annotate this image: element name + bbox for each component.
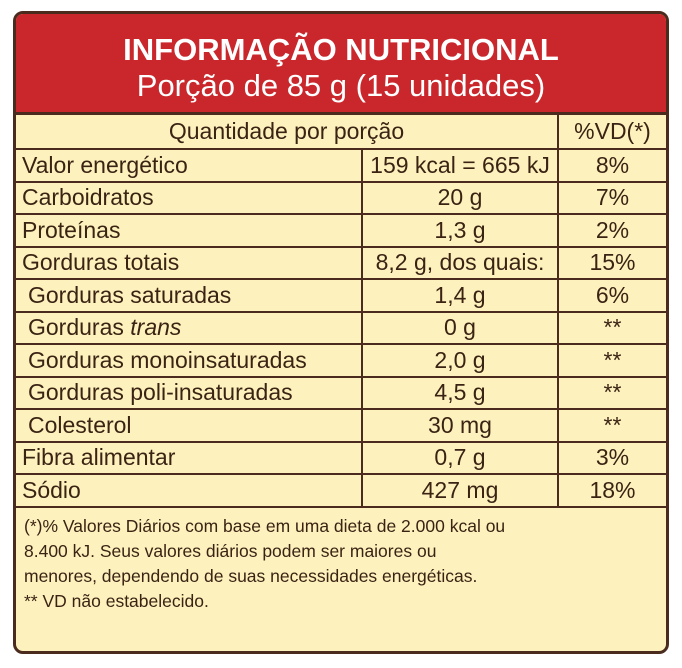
footnote-line: ** VD não estabelecido. [24, 590, 209, 611]
nutrient-row: Sódio 427 mg 18% [16, 473, 666, 508]
nutrient-name: Valor energético [22, 151, 188, 178]
nutrient-name: Proteínas [22, 216, 121, 243]
nutrient-name: Carboidratos [22, 184, 154, 211]
amount: 427 mg [361, 473, 559, 508]
amount: 30 mg [361, 408, 559, 443]
nutrient-row: Carboidratos 20 g 7% [16, 180, 666, 215]
nutrient-name-cell: Colesterol [16, 408, 363, 443]
nutrient-name: Gorduras totais [22, 249, 180, 276]
daily-value: 7% [557, 180, 666, 215]
title: INFORMAÇÃO NUTRICIONAL [123, 32, 559, 67]
amount: 1,4 g [361, 278, 559, 313]
amount: 8,2 g, dos quais: [361, 245, 559, 280]
daily-value: 15% [557, 245, 666, 280]
amount: 4,5 g [361, 375, 559, 410]
nutrient-name-cell: Gorduras monoinsaturadas [16, 343, 363, 378]
nutrient-row: Fibra alimentar 0,7 g 3% [16, 440, 666, 475]
column-header: Quantidade por porção [16, 115, 559, 150]
footnote: (*)% Valores Diários com base em uma die… [16, 508, 666, 620]
footnote-line: 8.400 kJ. Seus valores diários podem ser… [24, 540, 437, 561]
daily-value: 3% [557, 440, 666, 475]
daily-value: 6% [557, 278, 666, 313]
nutrient-name-cell: Gorduras saturadas [16, 278, 363, 313]
nutrient-row: Proteínas 1,3 g 2% [16, 213, 666, 248]
nutrient-name: Gorduras saturadas [28, 281, 232, 308]
amount: 0,7 g [361, 440, 559, 475]
nutrient-row: Gorduras saturadas 1,4 g 6% [16, 278, 666, 313]
nutrient-row: Colesterol 30 mg ** [16, 408, 666, 443]
nutrient-name-cell: Gorduras poli-insaturadas [16, 375, 363, 410]
nutrient-name: Gorduras [28, 314, 124, 341]
nutrient-name: Gorduras poli-insaturadas [28, 379, 293, 406]
nutrition-label: INFORMAÇÃO NUTRICIONAL Porção de 85 g (1… [13, 11, 669, 654]
table-body: Quantidade por porção %VD(*) Valor energ… [16, 115, 666, 508]
daily-value: 18% [557, 473, 666, 508]
nutrient-row: Gorduras trans 0 g ** [16, 310, 666, 345]
nutrient-name-italic: trans [130, 314, 182, 341]
nutrient-name: Fibra alimentar [22, 444, 176, 471]
amount: 0 g [361, 310, 559, 345]
nutrient-name-cell: Valor energético [16, 148, 363, 183]
nutrient-row: Valor energético 159 kcal = 665 kJ 8% [16, 148, 666, 183]
daily-value: 2% [557, 213, 666, 248]
amount: 20 g [361, 180, 559, 215]
daily-value: ** [557, 375, 666, 410]
amount: 1,3 g [361, 213, 559, 248]
nutrient-name: Gorduras monoinsaturadas [28, 346, 307, 373]
nutrient-name-cell: Sódio [16, 473, 363, 508]
nutrient-name-cell: Carboidratos [16, 180, 363, 215]
column-header: %VD(*) [557, 115, 666, 150]
nutrient-name: Colesterol [28, 411, 132, 438]
amount: 159 kcal = 665 kJ [361, 148, 559, 183]
daily-value: ** [557, 408, 666, 443]
nutrient-name: Sódio [22, 476, 81, 503]
footnote-line: menores, dependendo de suas necessidades… [24, 565, 478, 586]
label-header: INFORMAÇÃO NUTRICIONAL Porção de 85 g (1… [16, 14, 666, 115]
footnote-line: (*)% Valores Diários com base em uma die… [24, 515, 506, 536]
nutrient-row: Gorduras poli-insaturadas 4,5 g ** [16, 375, 666, 410]
nutrient-name-cell: Fibra alimentar [16, 440, 363, 475]
daily-value: ** [557, 343, 666, 378]
nutrient-row: Gorduras totais 8,2 g, dos quais: 15% [16, 245, 666, 280]
nutrient-name-cell: Gorduras totais [16, 245, 363, 280]
nutrition-table: Quantidade por porção %VD(*) Valor energ… [16, 115, 666, 508]
nutrient-name-cell: Gorduras trans [16, 310, 363, 345]
nutrient-row: Gorduras monoinsaturadas 2,0 g ** [16, 343, 666, 378]
header-row: Quantidade por porção %VD(*) [16, 115, 666, 150]
nutrient-name-cell: Proteínas [16, 213, 363, 248]
amount: 2,0 g [361, 343, 559, 378]
daily-value: ** [557, 310, 666, 345]
subtitle: Porção de 85 g (15 unidades) [136, 68, 546, 103]
daily-value: 8% [557, 148, 666, 183]
